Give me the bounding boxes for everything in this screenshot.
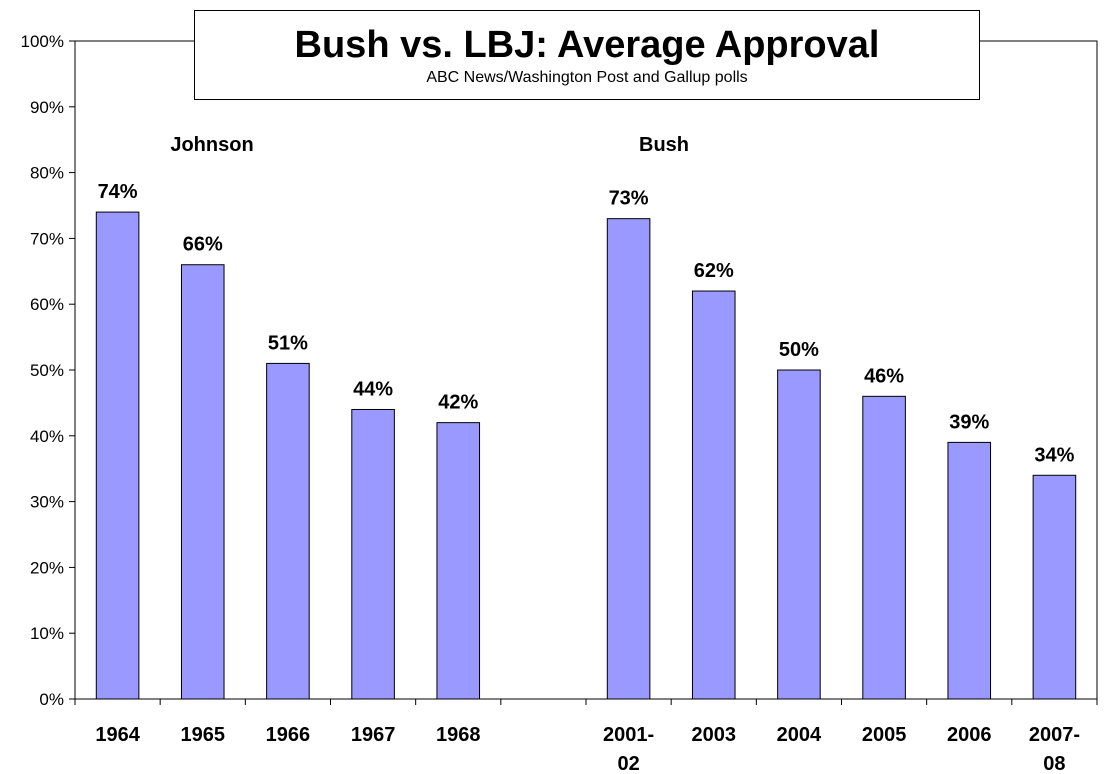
bar (862, 395, 906, 700)
data-label: 62% (694, 260, 734, 282)
bar (691, 290, 736, 700)
data-label: 44% (353, 378, 393, 400)
data-label: 46% (864, 365, 904, 387)
data-label: 42% (438, 392, 478, 414)
y-tick-label: 10% (30, 624, 64, 643)
bar (95, 211, 140, 700)
x-tick-label: 08 (1043, 753, 1065, 774)
x-tick-label: 1965 (181, 724, 226, 746)
labels: 0% 10% 20% 30% 40% 50% 60% 70% 80% 90% 100% 74% 1964… (21, 32, 1080, 774)
chart-title: Bush vs. LBJ: Average Approval (294, 24, 880, 66)
bar (180, 264, 225, 700)
x-tick-label: 1967 (351, 724, 396, 746)
group-label-johnson: Johnson (170, 134, 253, 156)
y-tick-label: 90% (30, 98, 64, 117)
x-tick-label: 2001- (603, 724, 654, 746)
x-tick-label: 2006 (947, 724, 992, 746)
y-tick-label: 40% (30, 427, 64, 446)
bar (351, 408, 395, 700)
bar (947, 441, 992, 700)
bar (606, 218, 651, 700)
x-tick-label: 1968 (436, 724, 481, 746)
y-tick-label: 20% (30, 558, 64, 577)
group-label-bush: Bush (639, 134, 689, 156)
bar (436, 422, 481, 700)
chart-subtitle: ABC News/Washington Post and Gallup poll… (426, 69, 748, 86)
x-tick-label: 2004 (777, 724, 822, 746)
bar (1032, 474, 1077, 700)
data-label: 39% (949, 411, 989, 433)
x-tick-label: 2007- (1029, 724, 1080, 746)
y-tick-label: 70% (30, 229, 64, 248)
bar (777, 369, 821, 700)
y-tick-label: 100% (21, 32, 64, 51)
data-label: 34% (1034, 444, 1074, 466)
y-tick-label: 30% (30, 493, 64, 512)
x-tick-label: 1966 (266, 724, 311, 746)
chart-title-box: Bush vs. LBJ: Average Approval ABC News/… (194, 10, 980, 100)
bar (266, 362, 310, 700)
y-tick-label: 50% (30, 361, 64, 380)
data-label: 50% (779, 339, 819, 361)
y-tick-label: 0% (39, 690, 64, 709)
x-tick-label: 2003 (692, 724, 737, 746)
y-tick-label: 60% (30, 295, 64, 314)
x-tick-label: 2005 (862, 724, 907, 746)
bars (95, 211, 1077, 700)
data-label: 66% (183, 234, 223, 256)
data-label: 51% (268, 332, 308, 354)
x-tick-label: 1964 (95, 724, 140, 746)
x-tick-label: 02 (617, 753, 639, 774)
data-label: 73% (609, 188, 649, 210)
data-label: 74% (98, 181, 138, 203)
y-tick-label: 80% (30, 164, 64, 183)
